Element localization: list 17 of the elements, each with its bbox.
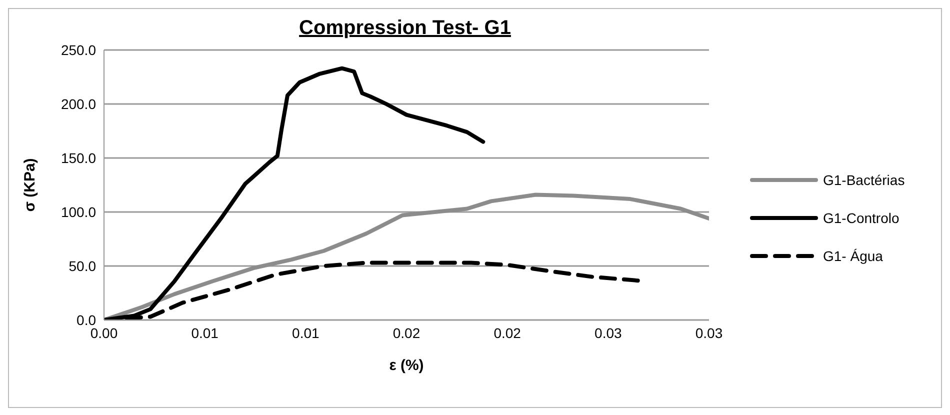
y-tick-label: 250.0 — [60, 42, 96, 58]
y-axis-title: σ (KPa) — [21, 158, 38, 212]
x-tick-label: 0.03 — [695, 324, 723, 341]
x-axis-title: ε (%) — [389, 357, 424, 374]
legend-label: G1-Controlo — [823, 210, 900, 226]
y-tick-label: 150.0 — [60, 150, 96, 166]
y-tick-label: 200.0 — [60, 96, 96, 112]
legend-label: G1-Bactérias — [823, 172, 905, 188]
x-tick-label: 0.01 — [191, 324, 219, 341]
x-tick-label: 0.02 — [494, 324, 522, 341]
chart-title: Compression Test- G1 — [298, 17, 512, 40]
legend-label: G1- Água — [823, 248, 883, 264]
x-tick-label: 0.03 — [594, 324, 622, 341]
y-tick-label: 50.0 — [68, 258, 96, 274]
x-tick-label: 0.01 — [292, 324, 320, 341]
y-tick-label: 100.0 — [60, 204, 96, 220]
x-tick-label: 0.02 — [392, 324, 420, 341]
